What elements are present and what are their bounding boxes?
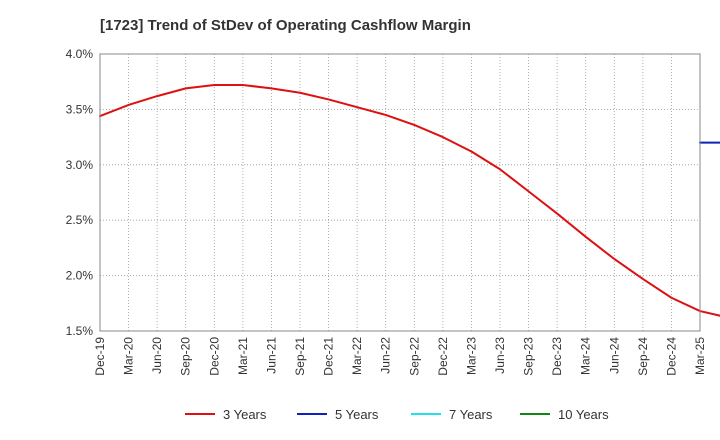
x-tick-label: Sep-24 xyxy=(636,337,650,376)
x-tick-label: Dec-19 xyxy=(93,337,107,376)
legend: 3 Years 5 Years 7 Years 10 Years xyxy=(185,407,609,422)
x-tick-label: Mar-24 xyxy=(579,337,593,375)
x-tick-label: Jun-24 xyxy=(607,337,621,374)
x-tick-label: Dec-22 xyxy=(436,337,450,376)
legend-label: 5 Years xyxy=(335,407,379,422)
series-lines xyxy=(99,84,720,317)
y-axis-ticks: 1.5% 2.0% 2.5% 3.0% 3.5% 4.0% xyxy=(66,47,94,338)
x-tick-label: Sep-21 xyxy=(293,337,307,376)
y-tick-label: 2.5% xyxy=(66,213,94,227)
legend-label: 10 Years xyxy=(558,407,609,422)
y-tick-label: 3.5% xyxy=(66,102,94,116)
x-tick-label: Sep-22 xyxy=(407,337,421,376)
x-tick-label: Jun-22 xyxy=(379,337,393,374)
y-tick-label: 4.0% xyxy=(66,47,94,61)
x-tick-label: Sep-20 xyxy=(179,337,193,376)
x-tick-label: Dec-20 xyxy=(207,337,221,376)
y-tick-label: 3.0% xyxy=(66,158,94,172)
plot-frame xyxy=(99,53,701,332)
x-tick-label: Dec-24 xyxy=(664,337,678,376)
x-tick-label: Mar-22 xyxy=(350,337,364,375)
x-tick-label: Jun-21 xyxy=(264,337,278,374)
legend-label: 3 Years xyxy=(223,407,267,422)
series-line-2 xyxy=(699,141,720,144)
x-tick-label: Jun-20 xyxy=(150,337,164,374)
x-tick-label: Jun-23 xyxy=(493,337,507,374)
x-tick-label: Dec-21 xyxy=(322,337,336,376)
x-tick-label: Mar-21 xyxy=(236,337,250,375)
x-tick-label: Mar-23 xyxy=(464,337,478,375)
legend-label: 7 Years xyxy=(449,407,493,422)
y-tick-label: 1.5% xyxy=(66,324,94,338)
series-line-1 xyxy=(99,84,720,317)
x-tick-label: Mar-20 xyxy=(122,337,136,375)
grid xyxy=(99,53,701,332)
x-axis-ticks: Dec-19 Mar-20 Jun-20 Sep-20 Dec-20 Mar-21 Jun-… xyxy=(93,337,707,376)
x-tick-label: Sep-23 xyxy=(522,337,536,376)
x-tick-label: Dec-23 xyxy=(550,337,564,376)
y-tick-label: 2.0% xyxy=(66,269,94,283)
chart-title: [1723] Trend of StDev of Operating Cashf… xyxy=(100,17,471,34)
x-tick-label: Mar-25 xyxy=(693,337,707,375)
